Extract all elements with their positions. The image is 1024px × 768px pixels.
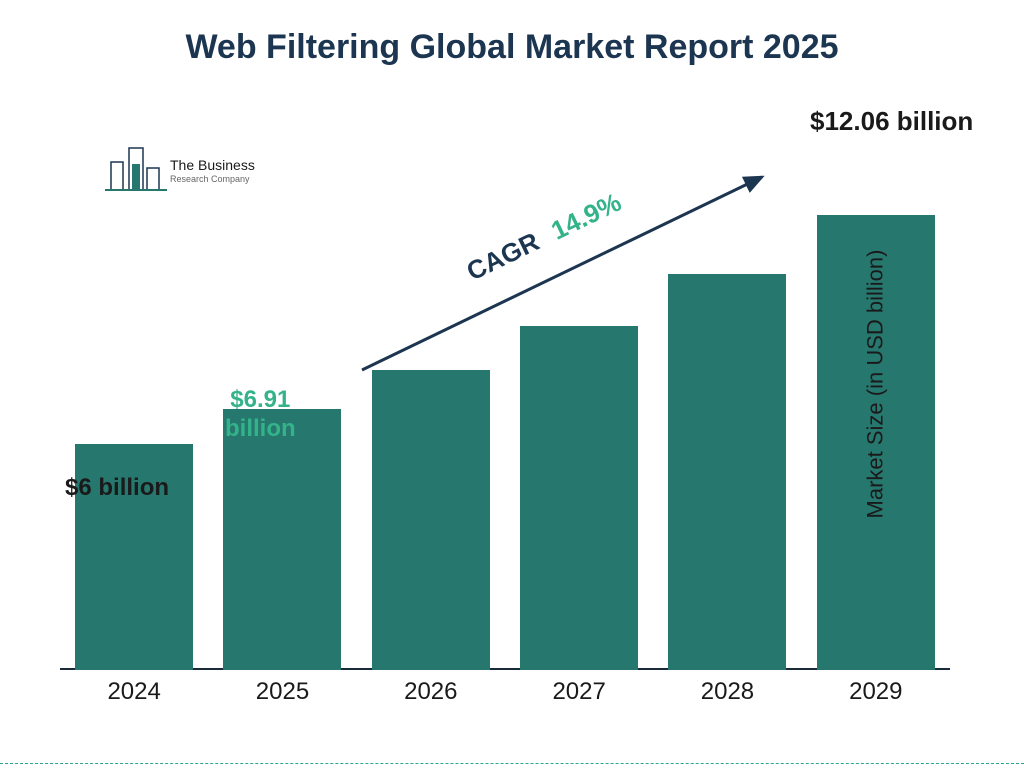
chart-title: Web Filtering Global Market Report 2025	[0, 28, 1024, 67]
bar-2025	[223, 409, 341, 670]
chart-plot-area: 2024 2025 2026 2027 2028 2029	[60, 130, 950, 670]
bar-slot: 2026	[361, 370, 501, 670]
bar-label: 2029	[806, 678, 946, 706]
callout-second-value: $6.91 billion	[225, 386, 296, 444]
bar-label: 2024	[64, 678, 204, 706]
callout-last-text: $12.06 billion	[810, 106, 973, 136]
dashed-bottom-line	[0, 763, 1024, 764]
callout-last-value: $12.06 billion	[810, 106, 973, 137]
callout-first-value: $6 billion	[65, 474, 169, 503]
bar-2028	[668, 274, 786, 670]
bar-2027	[520, 326, 638, 670]
chart-container: Web Filtering Global Market Report 2025 …	[0, 0, 1024, 768]
bar-label: 2027	[509, 678, 649, 706]
y-axis-label: Market Size (in USD billion)	[863, 250, 889, 519]
callout-second-line2: billion	[225, 415, 296, 442]
bar-slot: 2028	[657, 274, 797, 670]
bar-label: 2025	[212, 678, 352, 706]
chart-title-text: Web Filtering Global Market Report 2025	[185, 28, 838, 66]
bar-slot: 2025	[212, 409, 352, 670]
bar-2026	[372, 370, 490, 670]
bar-label: 2028	[657, 678, 797, 706]
bar-slot: 2027	[509, 326, 649, 670]
callout-first-text: $6 billion	[65, 474, 169, 501]
bar-label: 2026	[361, 678, 501, 706]
callout-second-line1: $6.91	[230, 386, 290, 413]
bars-group: 2024 2025 2026 2027 2028 2029	[60, 130, 950, 670]
